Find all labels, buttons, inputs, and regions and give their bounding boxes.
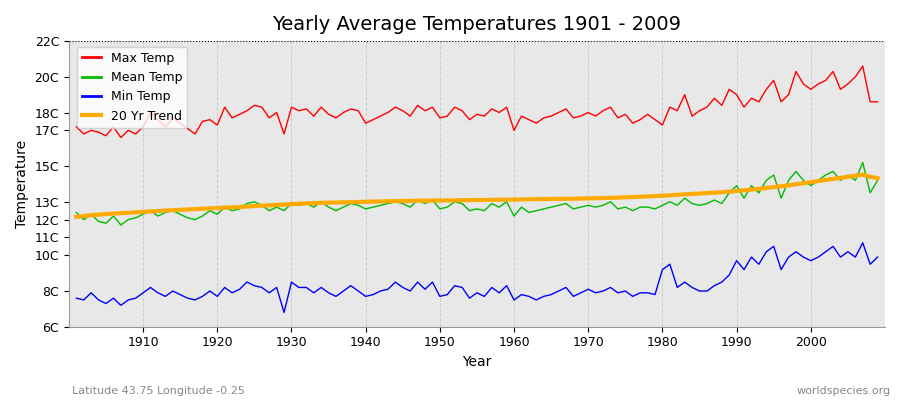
Legend: Max Temp, Mean Temp, Min Temp, 20 Yr Trend: Max Temp, Mean Temp, Min Temp, 20 Yr Tre… <box>77 47 187 128</box>
Text: Latitude 43.75 Longitude -0.25: Latitude 43.75 Longitude -0.25 <box>72 386 245 396</box>
X-axis label: Year: Year <box>463 355 491 369</box>
Y-axis label: Temperature: Temperature <box>15 140 29 228</box>
Title: Yearly Average Temperatures 1901 - 2009: Yearly Average Temperatures 1901 - 2009 <box>273 15 681 34</box>
Text: worldspecies.org: worldspecies.org <box>796 386 891 396</box>
